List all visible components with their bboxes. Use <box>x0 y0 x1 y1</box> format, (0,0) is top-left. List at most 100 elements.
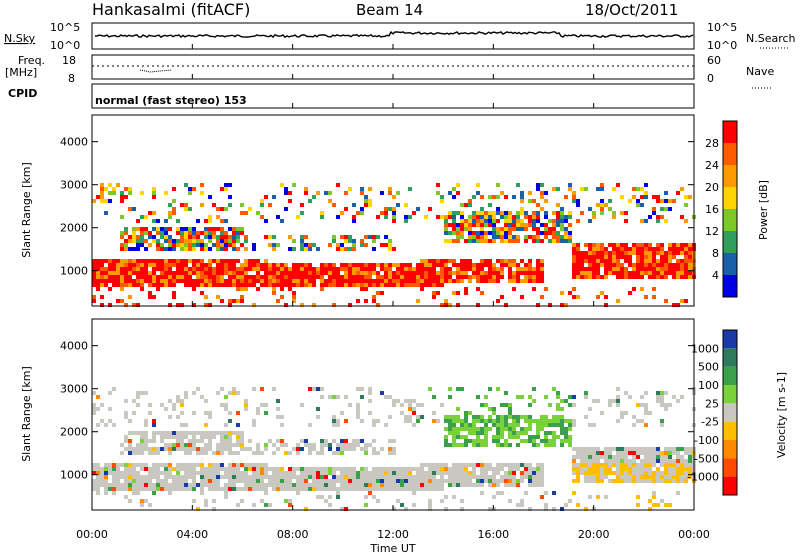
heatmap-cell <box>124 415 128 419</box>
heatmap-cell <box>108 483 112 487</box>
heatmap-cell <box>128 439 132 443</box>
heatmap-cell <box>140 503 144 507</box>
heatmap-cell <box>356 275 360 279</box>
heatmap-cell <box>204 443 208 447</box>
heatmap-cell <box>592 455 596 459</box>
heatmap-cell <box>560 207 564 211</box>
heatmap-cell <box>412 483 416 487</box>
heatmap-cell <box>184 463 188 467</box>
heatmap-cell <box>316 479 320 483</box>
heatmap-cell <box>660 271 664 275</box>
heatmap-cell <box>244 463 248 467</box>
heatmap-cell <box>664 479 668 483</box>
colorbar-tick-label: 25 <box>705 397 719 410</box>
heatmap-cell <box>116 275 120 279</box>
heatmap-cell <box>436 259 440 263</box>
heatmap-cell <box>108 487 112 491</box>
heatmap-cell <box>204 451 208 455</box>
heatmap-cell <box>636 447 640 451</box>
heatmap-cell <box>280 287 284 291</box>
heatmap-cell <box>380 291 384 295</box>
heatmap-cell <box>196 239 200 243</box>
heatmap-cell <box>496 423 500 427</box>
heatmap-cell <box>128 259 132 263</box>
heatmap-cell <box>408 471 412 475</box>
heatmap-cell <box>164 247 168 251</box>
heatmap-cell <box>356 263 360 267</box>
heatmap-cell <box>624 447 628 451</box>
heatmap-cell <box>668 475 672 479</box>
heatmap-cell <box>496 479 500 483</box>
heatmap-cell <box>568 443 572 447</box>
heatmap-cell <box>312 487 316 491</box>
heatmap-cell <box>596 267 600 271</box>
heatmap-cell <box>556 215 560 219</box>
heatmap-cell <box>480 415 484 419</box>
heatmap-cell <box>136 431 140 435</box>
heatmap-cell <box>300 439 304 443</box>
heatmap-cell <box>644 463 648 467</box>
heatmap-cell <box>684 255 688 259</box>
heatmap-cell <box>496 491 500 495</box>
heatmap-cell <box>624 479 628 483</box>
heatmap-cell <box>172 479 176 483</box>
heatmap-cell <box>416 487 420 491</box>
heatmap-cell <box>496 427 500 431</box>
heatmap-cell <box>228 271 232 275</box>
heatmap-cell <box>124 483 128 487</box>
heatmap-cell <box>400 275 404 279</box>
heatmap-cell <box>160 259 164 263</box>
heatmap-cell <box>300 303 304 307</box>
heatmap-cell <box>96 479 100 483</box>
heatmap-cell <box>416 207 420 211</box>
heatmap-cell <box>536 219 540 223</box>
heatmap-cell <box>500 467 504 471</box>
heatmap-cell <box>264 471 268 475</box>
heatmap-cell <box>100 303 104 307</box>
heatmap-cell <box>160 231 164 235</box>
heatmap-cell <box>536 231 540 235</box>
heatmap-cell <box>204 503 208 507</box>
heatmap-cell <box>644 479 648 483</box>
heatmap-cell <box>556 203 560 207</box>
heatmap-cell <box>268 203 272 207</box>
heatmap-cell <box>180 423 184 427</box>
heatmap-cell <box>392 279 396 283</box>
heatmap-cell <box>364 467 368 471</box>
heatmap-cell <box>244 235 248 239</box>
heatmap-cell <box>520 475 524 479</box>
heatmap-cell <box>124 243 128 247</box>
heatmap-cell <box>508 211 512 215</box>
heatmap-cell <box>672 395 676 399</box>
heatmap-cell <box>524 223 528 227</box>
heatmap-cell <box>604 467 608 471</box>
heatmap-cell <box>368 271 372 275</box>
heatmap-cell <box>672 247 676 251</box>
heatmap-cell <box>200 267 204 271</box>
heatmap-cell <box>160 403 164 407</box>
heatmap-cell <box>424 463 428 467</box>
heatmap-cell <box>536 271 540 275</box>
heatmap-cell <box>636 271 640 275</box>
heatmap-cell <box>116 483 120 487</box>
heatmap-cell <box>352 279 356 283</box>
heatmap-cell <box>432 419 436 423</box>
heatmap-cell <box>444 439 448 443</box>
heatmap-cell <box>376 263 380 267</box>
heatmap-cell <box>328 443 332 447</box>
heatmap-cell <box>464 275 468 279</box>
heatmap-cell <box>680 259 684 263</box>
heatmap-cell <box>200 183 204 187</box>
heatmap-cell <box>96 195 100 199</box>
heatmap-cell <box>304 243 308 247</box>
heatmap-cell <box>520 503 524 507</box>
heatmap-cell <box>668 503 672 507</box>
heatmap-cell <box>680 471 684 475</box>
heatmap-cell <box>520 439 524 443</box>
heatmap-cell <box>460 483 464 487</box>
heatmap-cell <box>468 227 472 231</box>
heatmap-cell <box>640 475 644 479</box>
heatmap-cell <box>228 183 232 187</box>
heatmap-cell <box>144 227 148 231</box>
heatmap-cell <box>96 483 100 487</box>
